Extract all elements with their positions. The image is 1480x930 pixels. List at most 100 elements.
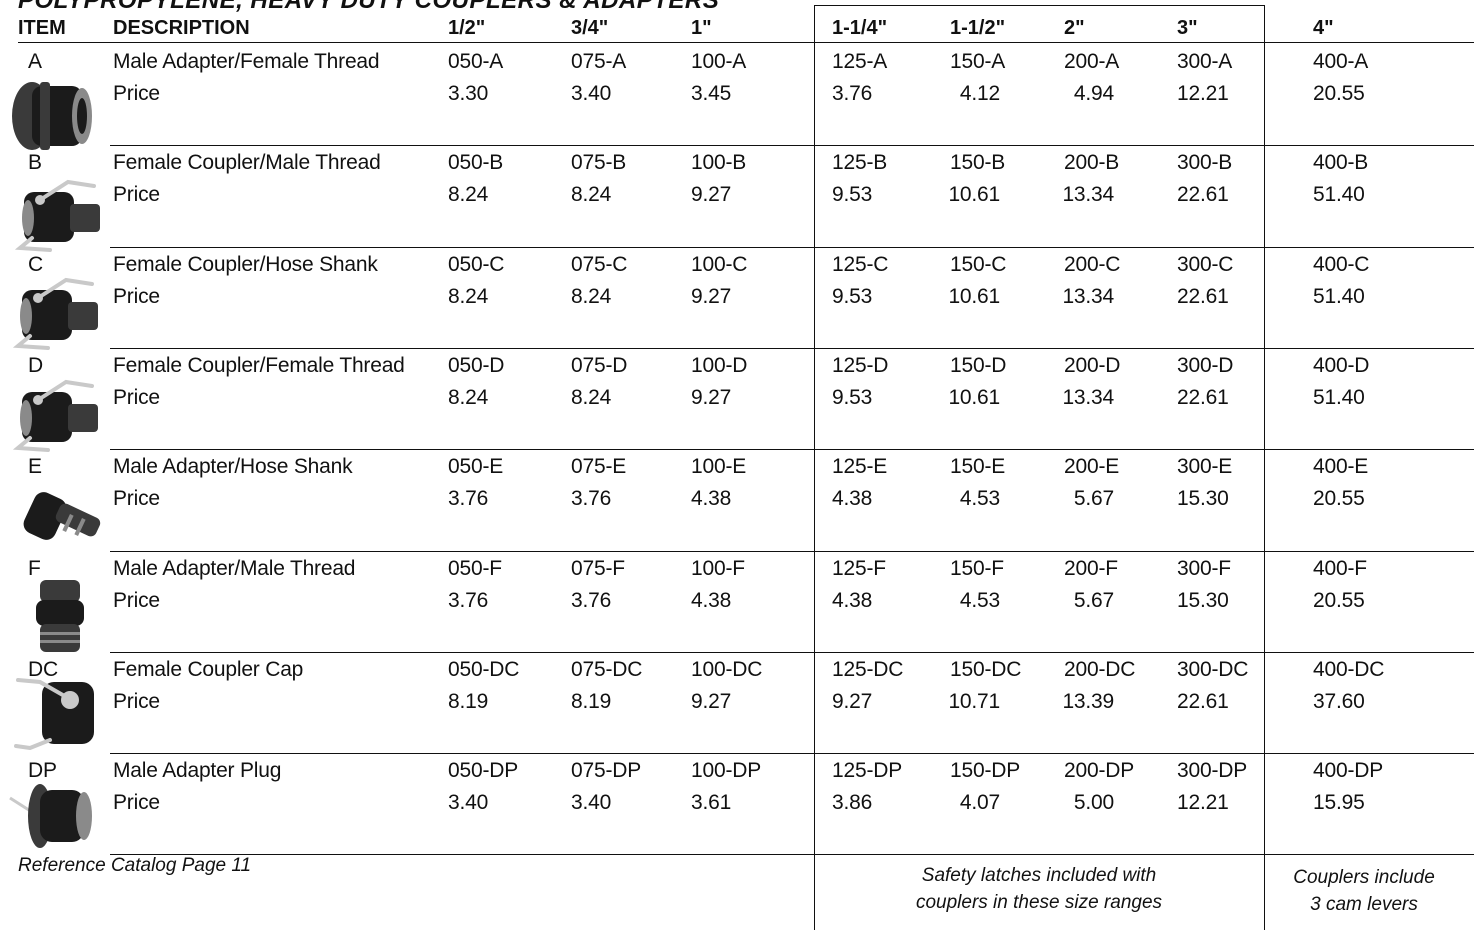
price-value: 10.61 [948,285,1000,308]
part-number: 200-D [1064,354,1121,377]
price-value: 3.40 [448,791,489,814]
price-value: 15.95 [1313,791,1365,814]
price-value: 9.27 [691,386,732,409]
male-adapter-male-thread-icon [36,580,84,652]
cam-lever-note: Couplers include 3 cam levers [1264,864,1464,918]
safety-latch-note: Safety latches included with couplers in… [814,862,1264,916]
part-number: 300-C [1177,253,1234,276]
price-value: 3.40 [571,82,612,105]
part-number: 150-F [950,557,1004,580]
item-letter: D [28,354,43,377]
price-value: 8.19 [571,690,612,713]
price-value: 10.61 [948,386,1000,409]
female-coupler-female-thread-icon [12,379,98,452]
price-value: 3.40 [571,791,612,814]
part-number: 100-A [691,50,747,73]
header-size-1: 3/4" [571,17,609,39]
price-value: 4.94 [1073,82,1114,105]
row-rule-0 [18,42,1474,43]
item-letter: DP [28,759,57,782]
price-value: 4.38 [691,487,732,510]
price-value: 8.19 [448,690,489,713]
female-coupler-male-thread-icon [14,179,100,252]
price-value: 12.21 [1177,791,1229,814]
header-description: DESCRIPTION [113,17,250,39]
price-value: 4.12 [959,82,1000,105]
part-number: 050-C [448,253,505,276]
price-value: 51.40 [1313,386,1365,409]
price-value: 4.38 [832,589,873,612]
header-size-5: 2" [1064,17,1085,39]
part-number: 050-A [448,50,504,73]
part-number: 400-E [1313,455,1369,478]
part-number: 100-D [691,354,748,377]
part-number: 075-C [571,253,628,276]
part-number: 400-F [1313,557,1367,580]
price-value: 12.21 [1177,82,1229,105]
price-value: 10.61 [948,183,1000,206]
part-number: 100-C [691,253,748,276]
part-number: 075-DC [571,658,643,681]
item-description: Female Coupler/Male Thread [113,151,381,174]
cam-lever-note-line2: 3 cam levers [1310,894,1418,915]
part-number: 200-E [1064,455,1120,478]
row-rule-7 [110,753,1474,754]
part-number: 100-DC [691,658,763,681]
price-value: 37.60 [1313,690,1365,713]
part-number: 075-D [571,354,628,377]
part-number: 300-A [1177,50,1233,73]
part-number: 200-DP [1064,759,1135,782]
item-description: Male Adapter/Hose Shank [113,455,353,478]
row-rule-2 [110,247,1474,248]
price-value: 3.76 [448,589,489,612]
price-label: Price [113,183,160,206]
part-number: 200-F [1064,557,1118,580]
part-number: 075-E [571,455,627,478]
part-number: 100-DP [691,759,762,782]
price-value: 15.30 [1177,589,1229,612]
safety-latch-note-line2: couplers in these size ranges [915,892,1163,913]
male-adapter-plug-icon [9,784,92,848]
item-description: Male Adapter/Male Thread [113,557,356,580]
header-size-4: 1-1/2" [950,17,1006,39]
part-number: 050-D [448,354,505,377]
price-value: 8.24 [571,183,612,206]
price-value: 20.55 [1313,589,1365,612]
price-value: 22.61 [1177,285,1229,308]
part-number: 400-C [1313,253,1370,276]
male-adapter-hose-shank-icon [23,492,101,540]
row-rule-4 [110,449,1474,450]
price-value: 4.38 [832,487,873,510]
part-number: 125-F [832,557,886,580]
part-number: 075-B [571,151,627,174]
price-value: 8.24 [571,386,612,409]
row-rule-8 [110,854,1474,855]
part-number: 300-DC [1177,658,1249,681]
item-description: Female Coupler Cap [113,658,304,681]
price-value: 9.27 [832,690,873,713]
price-value: 4.53 [959,589,1000,612]
part-number: 050-DP [448,759,519,782]
part-number: 125-E [832,455,888,478]
price-value: 22.61 [1177,690,1229,713]
price-value: 8.24 [448,183,489,206]
part-number: 150-E [950,455,1006,478]
part-number: 050-E [448,455,504,478]
price-value: 8.24 [448,386,489,409]
item-description: Male Adapter Plug [113,759,282,782]
item-letter: E [28,455,42,478]
size-group-divider-0 [814,5,815,930]
price-value: 4.53 [959,487,1000,510]
price-value: 9.27 [691,285,732,308]
female-coupler-cap-icon [14,678,94,750]
item-letter: DC [28,658,58,681]
price-value: 9.53 [832,386,873,409]
item-letter: F [28,557,41,580]
part-number: 150-B [950,151,1006,174]
price-value: 3.76 [448,487,489,510]
price-value: 5.00 [1073,791,1114,814]
item-description: Male Adapter/Female Thread [113,50,380,73]
price-label: Price [113,589,160,612]
size-group-divider-1 [1264,5,1265,930]
part-number: 125-C [832,253,889,276]
